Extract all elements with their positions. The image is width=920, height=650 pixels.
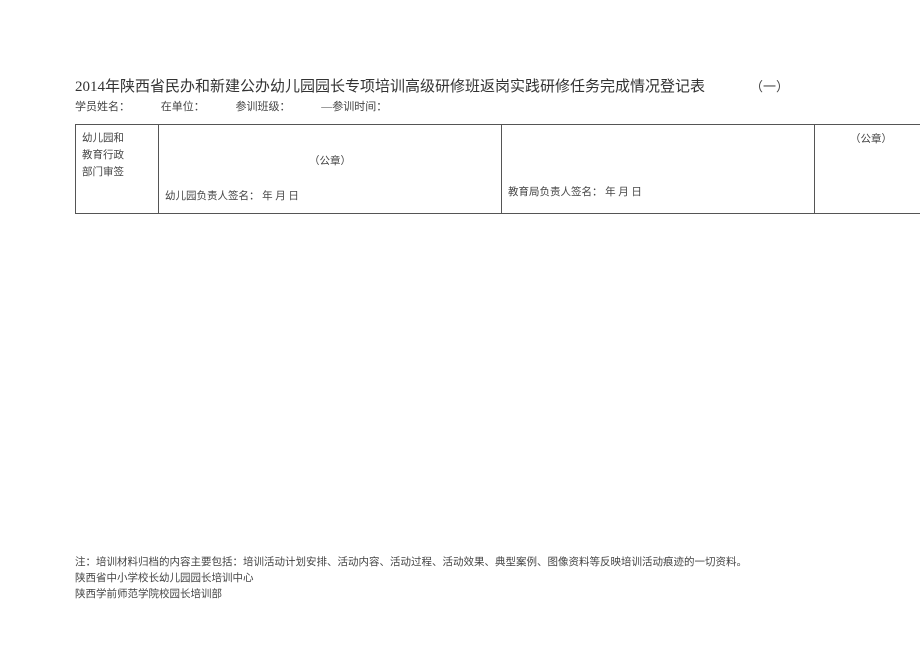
bureau-sign-cell: . 教育局负责人签名： 年 月 日	[502, 125, 815, 214]
row-header-cell: 幼儿园和 教育行政 部门审签	[76, 125, 159, 214]
page-number: （一）	[750, 79, 789, 94]
row-header-text: 幼儿园和 教育行政 部门审签	[82, 131, 152, 181]
bureau-sign: 教育局负责人签名： 年 月 日	[508, 184, 808, 203]
label-unit: 在单位：	[161, 101, 205, 113]
label-name: 学员姓名：	[75, 101, 130, 113]
title-text: 2014年陕西省民办和新建公办幼儿园园长专项培训高级研修班返岗实践研修任务完成情…	[75, 79, 705, 95]
footer-org1: 陕西省中小学校长幼儿园园长培训中心	[75, 571, 747, 587]
page-title: 2014年陕西省民办和新建公办幼儿园园长专项培训高级研修班返岗实践研修任务完成情…	[75, 75, 865, 96]
seal1-label: （公章）	[165, 153, 495, 168]
label-class: 参训班级：	[236, 101, 291, 113]
kindergarten-seal-cell: （公章） 幼儿园负责人签名： 年 月 日	[159, 125, 502, 214]
label-time: —参训时间：	[321, 101, 387, 113]
footer: 注：培训材料归档的内容主要包括：培训活动计划安排、活动内容、活动过程、活动效果、…	[75, 555, 747, 602]
footer-note: 注：培训材料归档的内容主要包括：培训活动计划安排、活动内容、活动过程、活动效果、…	[75, 555, 747, 571]
seal2-label: （公章）	[821, 131, 920, 146]
kindergarten-sign: 幼儿园负责人签名： 年 月 日	[165, 188, 495, 207]
bureau-seal-cell: （公章）	[815, 125, 920, 214]
footer-org2: 陕西学前师范学院校园长培训部	[75, 587, 747, 603]
info-line: 学员姓名： 在单位： 参训班级： —参训时间：	[75, 98, 865, 114]
approval-table: 幼儿园和 教育行政 部门审签 （公章） 幼儿园负责人签名： 年 月 日 . 教育…	[75, 124, 920, 214]
